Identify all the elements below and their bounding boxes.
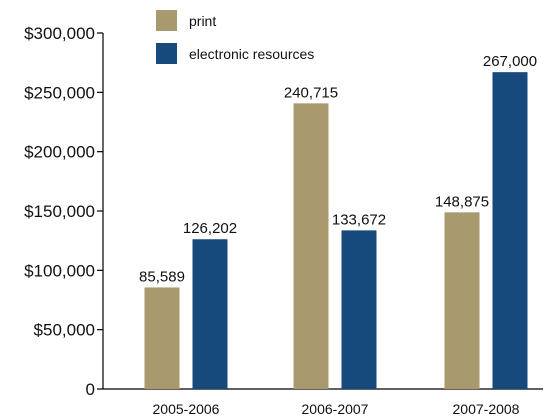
bars [144,72,528,389]
data-label: 85,589 [139,268,185,285]
data-label: 133,672 [332,211,386,228]
data-label: 267,000 [483,53,537,70]
legend: print electronic resources [156,10,314,64]
x-axis: 2005-2006 2006-2007 2007-2008 [103,388,543,417]
y-tick-label: 0 [86,380,95,399]
y-tick-label: $300,000 [24,24,95,43]
y-axis: 0 $50,000 $100,000 $150,000 $200,000 $250,000… [24,24,104,399]
x-tick-label: 2006-2007 [302,401,369,417]
data-label: 126,202 [183,220,237,237]
data-label: 240,715 [284,84,338,101]
bar-electronic-2007-2008 [492,72,528,389]
legend-label: print [189,13,216,29]
bar-print-2007-2008 [444,212,480,389]
data-label: 148,875 [435,193,489,210]
bar-print-2005-2006 [144,287,180,389]
y-tick-label: $200,000 [24,143,95,162]
x-tick-label: 2005-2006 [153,401,220,417]
bar-electronic-2005-2006 [192,239,228,389]
y-tick-label: $50,000 [34,321,95,340]
y-tick-label: $150,000 [24,202,95,221]
y-tick-label: $100,000 [24,261,95,280]
bar-electronic-2006-2007 [341,230,377,389]
legend-swatch [156,10,177,31]
legend-label: electronic resources [189,46,314,62]
y-tick-label: $250,000 [24,83,95,102]
x-tick-label: 2007-2008 [453,401,520,417]
legend-swatch [156,43,177,64]
value-labels: 85,589 240,715 148,875 126,202 133,672 267,00… [139,53,537,285]
bar-print-2006-2007 [293,103,329,389]
